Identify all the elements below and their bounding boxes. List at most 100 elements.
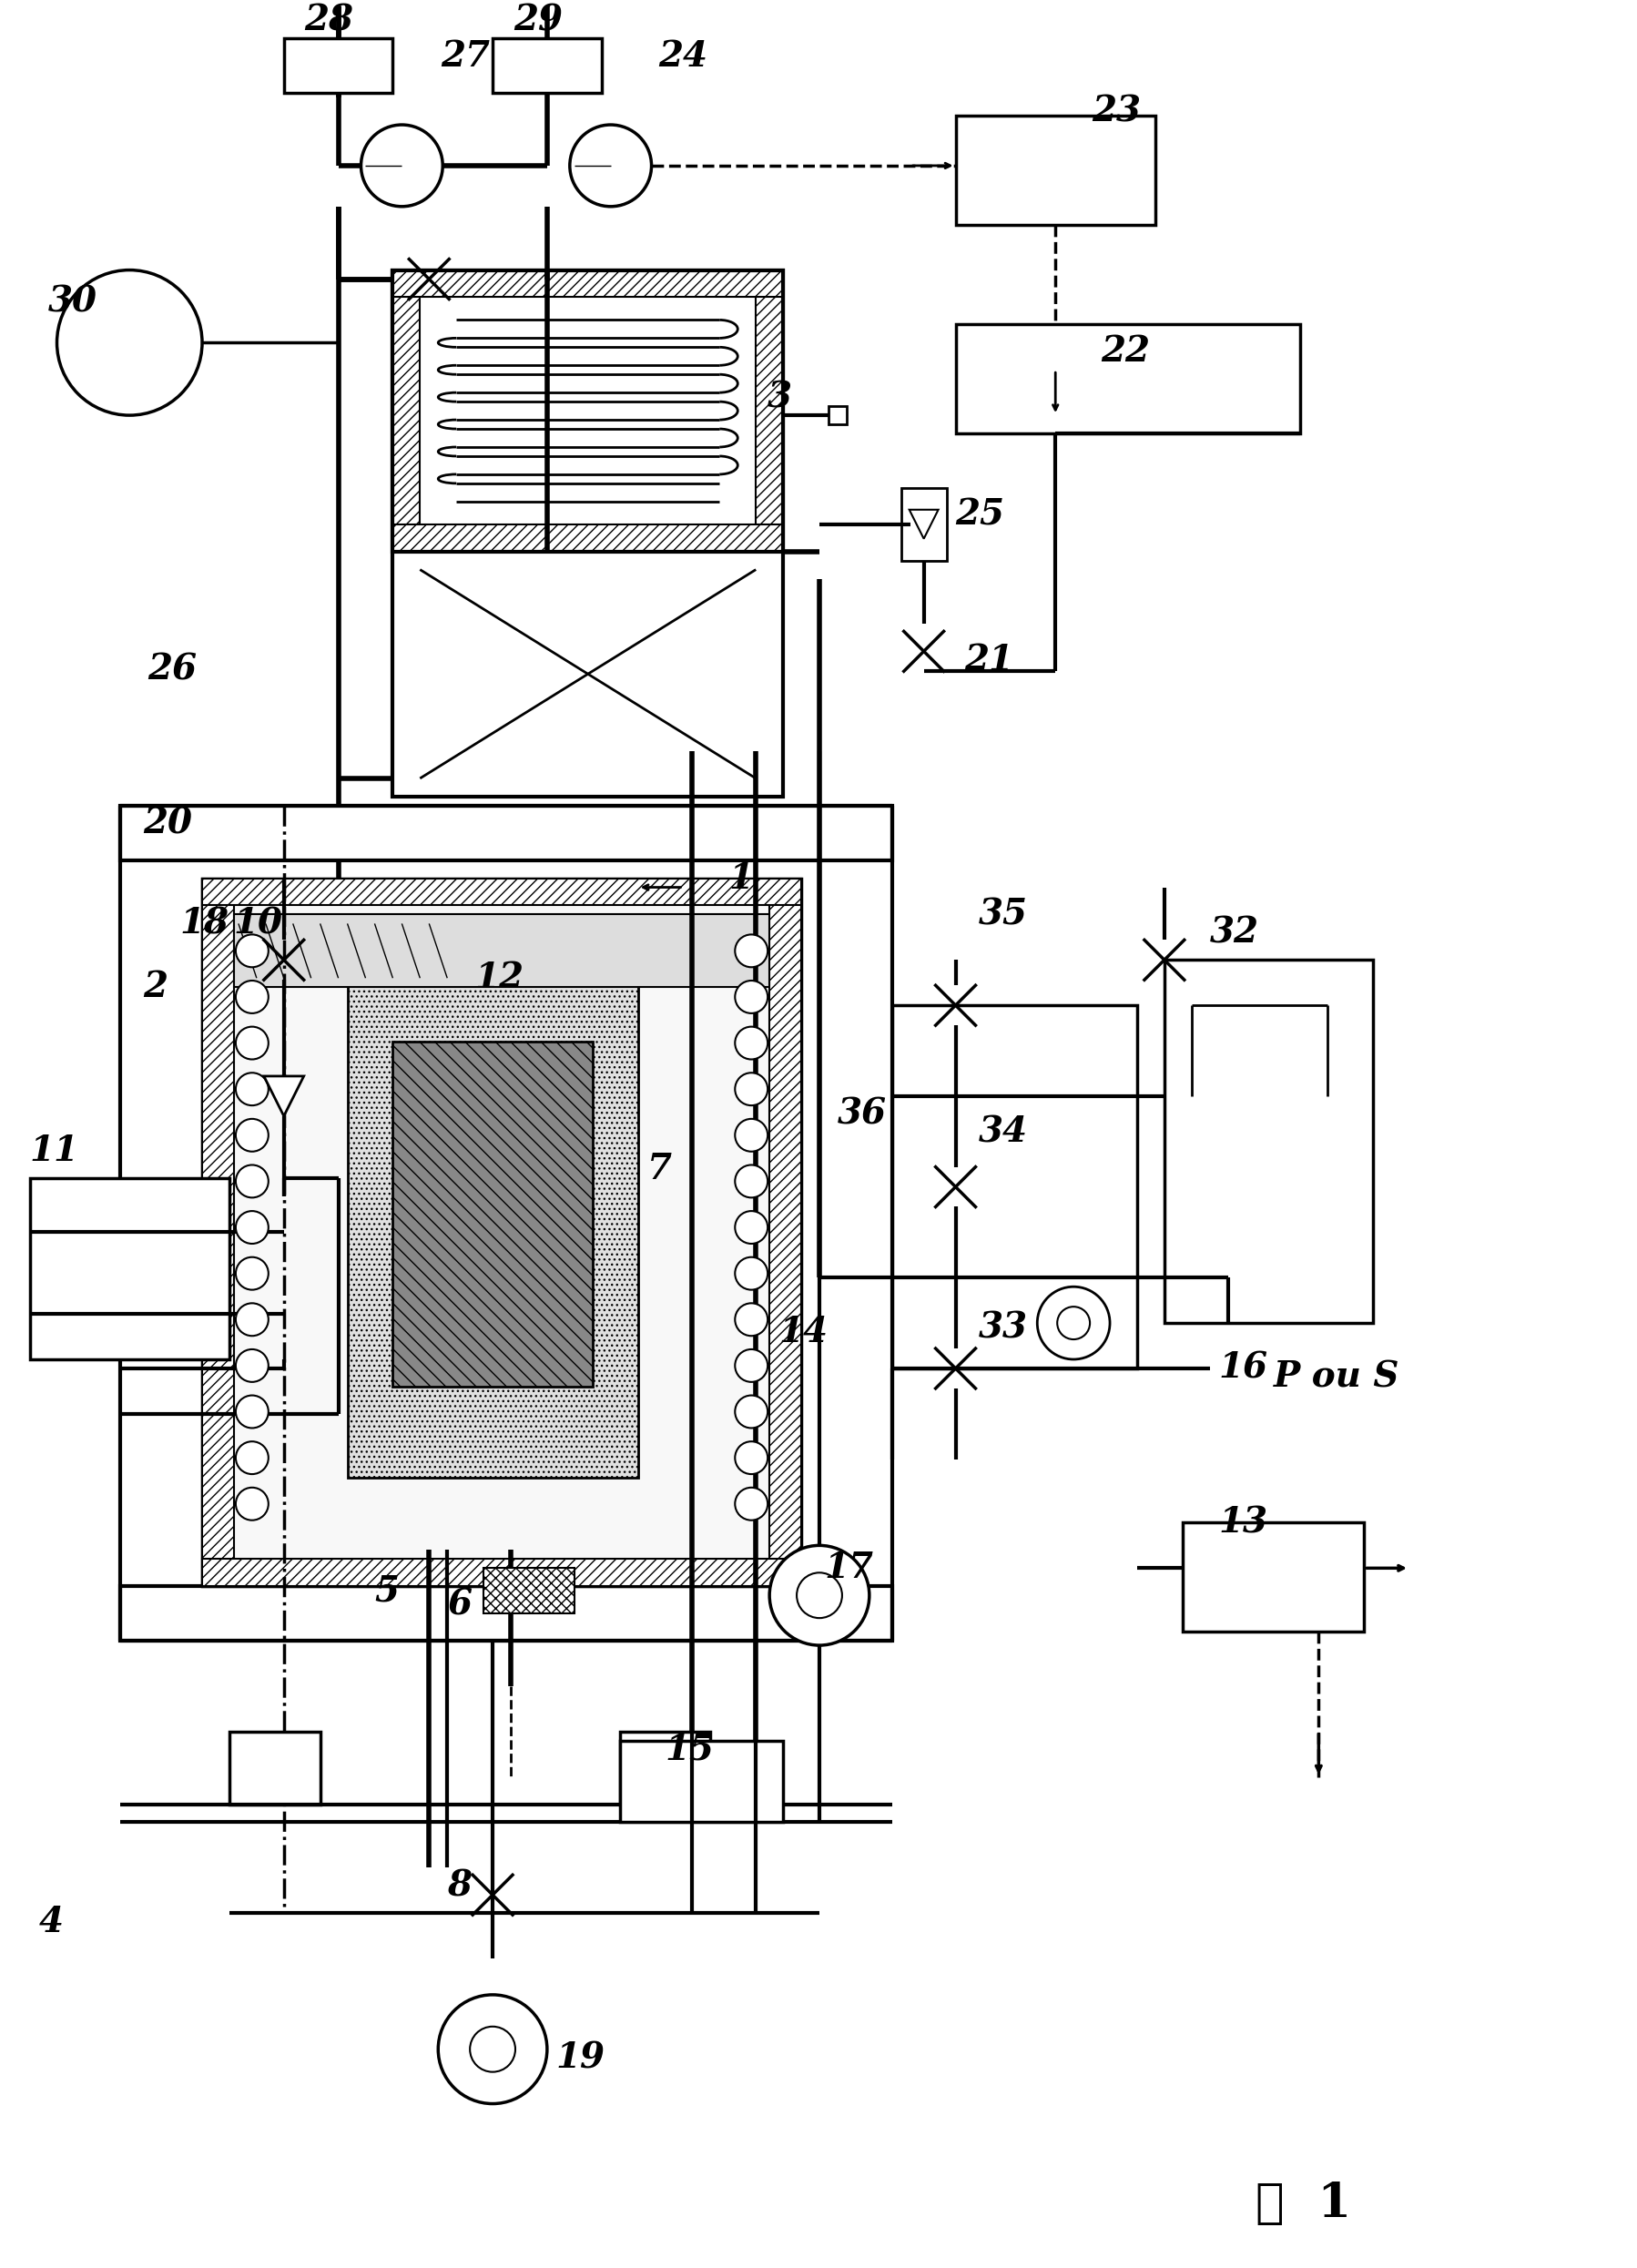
Text: P ou S: P ou S xyxy=(1274,1361,1400,1395)
Bar xyxy=(900,488,946,560)
Bar xyxy=(234,914,769,987)
Circle shape xyxy=(236,1442,268,1474)
Text: 13: 13 xyxy=(1220,1506,1269,1540)
Circle shape xyxy=(439,1996,547,2105)
Bar xyxy=(201,878,800,905)
Text: 6: 6 xyxy=(447,1588,471,1622)
Text: 28: 28 xyxy=(304,2,354,39)
Text: 27: 27 xyxy=(440,39,489,75)
Text: 14: 14 xyxy=(779,1315,828,1349)
Circle shape xyxy=(1038,1286,1110,1359)
Circle shape xyxy=(735,1395,768,1429)
Text: 7: 7 xyxy=(647,1152,671,1186)
Bar xyxy=(121,805,892,860)
Text: 2: 2 xyxy=(142,971,167,1005)
Bar xyxy=(393,1041,593,1386)
Bar xyxy=(201,878,234,1585)
Bar xyxy=(956,324,1300,433)
Circle shape xyxy=(570,125,652,206)
Circle shape xyxy=(236,1027,268,1059)
Bar xyxy=(29,1177,229,1359)
Circle shape xyxy=(735,934,768,966)
Circle shape xyxy=(735,1349,768,1381)
Text: 34: 34 xyxy=(979,1116,1028,1150)
Bar xyxy=(283,39,393,93)
Bar xyxy=(828,406,846,424)
Polygon shape xyxy=(909,510,938,540)
Text: 24: 24 xyxy=(658,39,707,75)
Bar xyxy=(201,878,800,1585)
Bar xyxy=(620,1730,710,1803)
Circle shape xyxy=(57,270,201,415)
Bar xyxy=(393,270,782,796)
Text: 17: 17 xyxy=(823,1551,873,1585)
Circle shape xyxy=(735,1488,768,1520)
Bar xyxy=(483,1567,575,1613)
Circle shape xyxy=(735,1211,768,1243)
Text: 29: 29 xyxy=(514,2,563,39)
Circle shape xyxy=(735,1166,768,1198)
Text: 8: 8 xyxy=(447,1869,471,1903)
Bar xyxy=(347,968,638,1476)
Bar xyxy=(393,270,782,551)
Circle shape xyxy=(236,980,268,1014)
Circle shape xyxy=(470,2028,516,2073)
Text: 21: 21 xyxy=(964,644,1013,678)
Text: 36: 36 xyxy=(838,1098,887,1132)
Bar xyxy=(393,270,782,297)
Bar xyxy=(769,878,800,1585)
Text: 20: 20 xyxy=(142,807,192,841)
Text: 35: 35 xyxy=(979,898,1028,932)
Circle shape xyxy=(1058,1306,1090,1340)
Bar xyxy=(892,1005,1138,1368)
Circle shape xyxy=(236,1488,268,1520)
Text: 16: 16 xyxy=(1220,1352,1269,1386)
Text: 30: 30 xyxy=(47,284,97,320)
Circle shape xyxy=(236,1118,268,1152)
Circle shape xyxy=(236,1256,268,1290)
Bar xyxy=(620,1740,782,1821)
Text: 15: 15 xyxy=(665,1733,714,1767)
Bar xyxy=(201,1558,800,1585)
Text: 5: 5 xyxy=(375,1574,399,1608)
Circle shape xyxy=(735,1304,768,1336)
Circle shape xyxy=(362,125,442,206)
Circle shape xyxy=(735,1118,768,1152)
Circle shape xyxy=(236,1349,268,1381)
Circle shape xyxy=(735,1256,768,1290)
Circle shape xyxy=(797,1572,841,1617)
Bar xyxy=(493,39,601,93)
Bar xyxy=(121,1585,892,1640)
Text: 3: 3 xyxy=(768,379,792,415)
Circle shape xyxy=(236,1304,268,1336)
Text: 22: 22 xyxy=(1100,333,1149,370)
Text: 图  1: 图 1 xyxy=(1256,2180,1351,2227)
Circle shape xyxy=(735,1442,768,1474)
Text: 4: 4 xyxy=(39,1905,64,1939)
Bar xyxy=(393,524,782,551)
Bar xyxy=(83,306,175,379)
Text: 10: 10 xyxy=(234,907,283,941)
Text: 18: 18 xyxy=(180,907,229,941)
Text: 25: 25 xyxy=(956,499,1005,533)
Circle shape xyxy=(735,1027,768,1059)
Circle shape xyxy=(735,980,768,1014)
Circle shape xyxy=(236,1166,268,1198)
Bar xyxy=(1182,1522,1364,1631)
Polygon shape xyxy=(264,1075,304,1116)
Circle shape xyxy=(735,1073,768,1105)
Circle shape xyxy=(236,934,268,966)
Bar xyxy=(956,116,1156,225)
Bar xyxy=(393,270,421,551)
Circle shape xyxy=(236,1073,268,1105)
Text: 11: 11 xyxy=(29,1134,79,1168)
Bar xyxy=(1164,959,1373,1322)
Text: 26: 26 xyxy=(147,653,196,687)
Text: 12: 12 xyxy=(475,962,524,996)
Circle shape xyxy=(236,1395,268,1429)
Text: 33: 33 xyxy=(979,1311,1028,1345)
Circle shape xyxy=(769,1545,869,1644)
Text: 1: 1 xyxy=(728,862,753,896)
Bar xyxy=(229,1730,321,1803)
Text: 23: 23 xyxy=(1092,93,1141,129)
